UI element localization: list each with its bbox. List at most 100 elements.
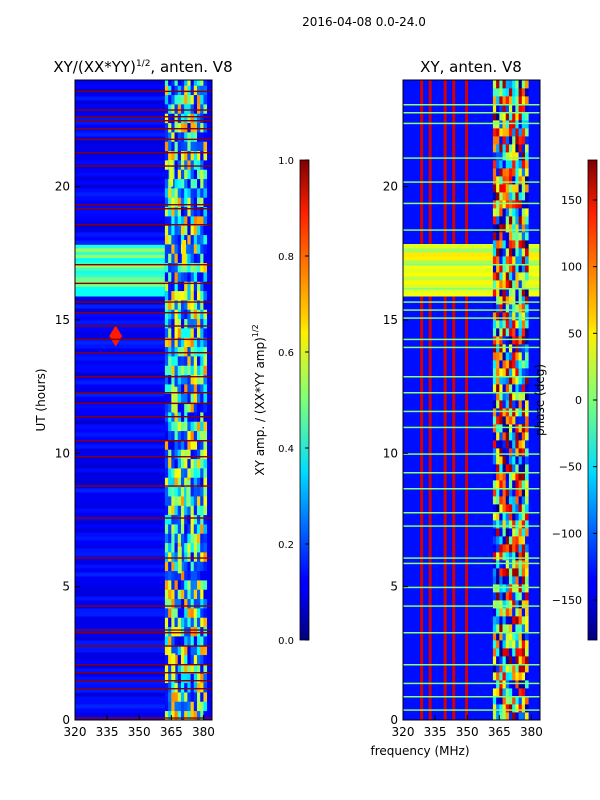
amplitude-cell: [187, 234, 191, 245]
amplitude-cell: [177, 122, 182, 133]
phase-band-row: [403, 264, 540, 269]
phase-cell: [518, 304, 523, 313]
phase-cell: [508, 600, 513, 609]
amplitude-cell: [177, 94, 182, 105]
amplitude-texture-row: [75, 124, 165, 129]
phase-cell: [502, 424, 507, 433]
amplitude-cell: [171, 281, 175, 292]
phase-cell: [515, 712, 519, 720]
amplitude-cell: [200, 673, 204, 684]
amplitude-cell: [203, 608, 208, 618]
phase-cell: [505, 392, 510, 401]
phase-cell: [525, 568, 529, 577]
phase-cell: [521, 120, 526, 129]
phase-cell: [525, 240, 529, 249]
phase-cell: [518, 264, 523, 273]
phase-cell: [508, 512, 513, 521]
amplitude-texture-row: [75, 412, 165, 417]
amplitude-cell: [168, 365, 172, 376]
phase-cell: [496, 208, 500, 217]
amplitude-band-row: [75, 257, 165, 262]
phase-cell: [518, 624, 523, 633]
phase-cell: [505, 576, 510, 585]
phase-band-row: [403, 252, 540, 257]
phase-cell: [492, 544, 497, 553]
amplitude-flagged-row: [75, 672, 212, 674]
phase-cell: [502, 104, 507, 113]
amplitude-cell: [200, 402, 204, 413]
phase-cell: [518, 688, 523, 697]
amplitude-cell: [190, 458, 195, 469]
phase-cell: [502, 640, 507, 649]
phase-cell: [502, 648, 507, 657]
phase-cell: [512, 440, 516, 449]
phase-cell: [515, 640, 519, 649]
amplitude-cell: [203, 514, 208, 525]
amplitude-cell: [203, 458, 208, 469]
amplitude-cell: [177, 216, 182, 226]
phase-cell: [492, 424, 497, 433]
phase-cell: [508, 704, 513, 713]
phase-cell: [512, 528, 516, 537]
phase-cell: [518, 480, 523, 489]
phase-cell: [499, 696, 503, 705]
amplitude-cell: [174, 113, 179, 124]
phase-cell: [499, 152, 503, 161]
amplitude-cell: [180, 514, 185, 525]
amplitude-cell: [197, 262, 201, 273]
amplitude-cell: [180, 421, 185, 432]
amplitude-cell: [174, 244, 179, 254]
amplitude-texture-row: [75, 696, 165, 701]
phase-cell: [492, 520, 497, 529]
phase-cell: [518, 432, 523, 441]
amplitude-texture-row: [75, 224, 165, 229]
phase-cell: [499, 552, 503, 561]
phase-cell: [515, 696, 519, 705]
amplitude-cell: [168, 356, 172, 366]
x-tick-label: 365: [160, 725, 183, 739]
phase-cell: [502, 480, 507, 489]
amplitude-cell: [184, 132, 188, 142]
amplitude-cell: [171, 309, 175, 320]
amplitude-flagged-row: [75, 605, 212, 607]
phase-cell: [505, 488, 510, 497]
amplitude-cell: [200, 318, 204, 329]
amplitude-cell: [171, 346, 175, 357]
amplitude-cell: [174, 188, 179, 198]
phase-cell: [512, 328, 516, 337]
phase-flagged-row: [403, 557, 540, 559]
amplitude-cell: [168, 626, 172, 637]
amplitude-data-point: [171, 653, 176, 680]
amplitude-cell: [164, 477, 169, 488]
phase-cell: [496, 384, 500, 393]
amplitude-cell: [180, 141, 185, 152]
amplitude-cell: [180, 337, 185, 348]
phase-cell: [508, 144, 513, 153]
amplitude-cell: [168, 561, 172, 572]
amplitude-cell: [190, 496, 195, 506]
amplitude-cell: [184, 188, 188, 198]
amplitude-cell: [171, 430, 175, 441]
amplitude-cell: [168, 673, 172, 684]
phase-cell: [496, 392, 500, 401]
phase-cell: [525, 184, 529, 193]
amplitude-cell: [164, 281, 169, 292]
phase-cell: [492, 608, 497, 617]
amplitude-texture-row: [75, 444, 165, 449]
amplitude-cell: [203, 356, 208, 366]
phase-cell: [512, 488, 516, 497]
amplitude-cell: [180, 477, 185, 488]
phase-cell: [515, 320, 519, 329]
amplitude-cell: [203, 374, 208, 385]
phase-cell: [518, 416, 523, 425]
amplitude-texture-row: [75, 168, 165, 173]
figure-suptitle: 2016-04-08 0.0-24.0: [302, 15, 426, 29]
amplitude-cell: [200, 580, 204, 590]
phase-cell: [492, 232, 497, 241]
amplitude-cell: [193, 384, 198, 394]
phase-cell: [512, 616, 516, 625]
phase-cell: [496, 312, 500, 321]
phase-cell: [502, 128, 507, 137]
amplitude-cell: [193, 328, 198, 338]
